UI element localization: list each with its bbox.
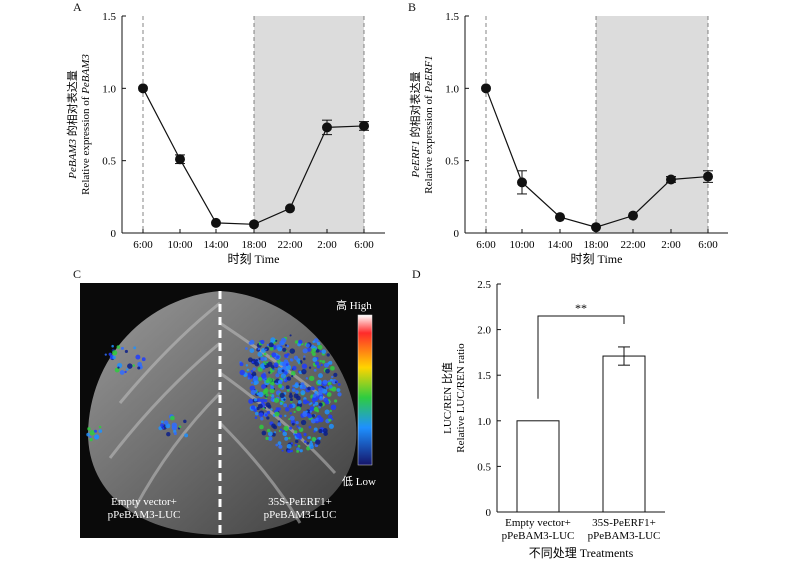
y-axis-label-cn: PeERF1 的相对表达量 <box>408 71 422 178</box>
left-spot-label-line2: pPeBAM3-LUC <box>107 509 181 521</box>
panel-letter-c: C <box>73 267 82 281</box>
data-point <box>249 219 259 230</box>
y-axis-label-cn: PeBAM3 的相对表达量 <box>65 70 79 179</box>
y-tick-label: 0 <box>111 228 117 240</box>
x-tick-label: 22:00 <box>277 239 303 251</box>
x-tick-label: 2:00 <box>317 239 337 251</box>
line-chart-b: 0 0.5 1.0 1.5 6:00 10:00 14:00 18:00 22:00 2:00 6:… <box>408 11 728 266</box>
x-tick-label: 6:00 <box>698 239 718 251</box>
x-axis-label: 时刻 Time <box>228 252 280 266</box>
x-tick-label: 6:00 <box>354 239 374 251</box>
data-point <box>517 177 527 188</box>
colorbar-high-label: 高 High <box>336 300 372 312</box>
x-tick-label: 10:00 <box>509 239 535 251</box>
y-axis-label-cn-text: 的相对表达量 <box>65 70 79 139</box>
right-spot-label-line2: pPeBAM3-LUC <box>263 509 337 521</box>
y-axis-label-en: Relative expression of PeERF1 <box>423 55 435 193</box>
y-axis-label-en-gene: PeBAM3 <box>80 54 92 95</box>
data-point <box>591 222 601 233</box>
data-point <box>666 174 676 185</box>
y-tick-label: 2.5 <box>477 279 491 291</box>
significance-bracket <box>537 315 625 399</box>
bar <box>602 355 646 513</box>
colorbar-low-label: 低 Low <box>342 476 376 488</box>
dark-period-shade <box>254 16 364 233</box>
luminescence-signal <box>86 334 342 454</box>
x-tick-label: 6:00 <box>133 239 153 251</box>
y-tick-label: 1.5 <box>445 11 459 23</box>
data-point <box>555 212 565 223</box>
data-point <box>322 122 332 133</box>
y-tick-label: 2.0 <box>477 325 491 337</box>
x-axis-label: 时刻 Time <box>571 252 623 266</box>
right-spot-label-line1: 35S-PeERF1+ <box>268 496 332 508</box>
colorbar <box>357 314 373 466</box>
panel-letter-a: A <box>73 0 82 14</box>
left-spot-label-line1: Empty vector+ <box>111 496 177 508</box>
data-point <box>285 203 295 214</box>
left-spot-label: Empty vector+ pPeBAM3-LUC <box>84 496 204 522</box>
x-axis-label: 不同处理 Treatments <box>529 546 634 560</box>
y-tick-label: 1.0 <box>445 83 459 95</box>
data-point <box>628 210 638 221</box>
y-axis-label-en: Relative LUC/REN ratio <box>455 343 467 453</box>
y-tick-label: 1.0 <box>102 83 116 95</box>
y-tick-label: 1.5 <box>477 370 491 382</box>
x-tick-label: 22:00 <box>620 239 646 251</box>
line-chart-a: 0 0.5 1.0 1.5 6:00 10:00 14:00 18:00 22:00 2:00 6:… <box>65 11 385 266</box>
x-tick-label: 2:00 <box>661 239 681 251</box>
y-axis-label-cn-text: 的相对表达量 <box>408 71 422 140</box>
y-tick-label: 0.5 <box>102 156 116 168</box>
x-tick-label: pPeBAM3-LUC <box>502 530 575 542</box>
bar <box>516 420 560 513</box>
x-tick-label: 10:00 <box>167 239 193 251</box>
x-tick-label: 18:00 <box>583 239 609 251</box>
data-point <box>211 217 221 228</box>
x-tick-label: 35S-PeERF1+ <box>592 517 656 529</box>
y-tick-label: 1.5 <box>102 11 116 23</box>
y-axis-label-en-gene: PeERF1 <box>423 55 435 93</box>
y-tick-label: 0 <box>454 228 460 240</box>
data-point <box>359 120 369 131</box>
luciferase-leaf-image: 高 High 低 Low Empty vector+ pPeBAM3-LUC 3… <box>80 283 398 538</box>
x-tick-label: pPeBAM3-LUC <box>588 530 661 542</box>
data-point <box>175 154 185 165</box>
y-axis-label-en-text: Relative expression of <box>80 94 92 195</box>
right-spot-label: 35S-PeERF1+ pPeBAM3-LUC <box>240 496 360 522</box>
x-tick-label: Empty vector+ <box>505 517 571 529</box>
significance-marker: ** <box>575 301 587 315</box>
leaf-illustration <box>86 291 373 535</box>
y-tick-label: 0.5 <box>477 461 491 473</box>
panel-letter-d: D <box>412 267 421 281</box>
panel-letter-b: B <box>408 0 417 14</box>
x-tick-label: 18:00 <box>241 239 267 251</box>
x-tick-label: 14:00 <box>203 239 229 251</box>
y-axis-label-gene: PeERF1 <box>410 140 422 178</box>
data-point <box>703 171 713 182</box>
y-axis-label-en: Relative expression of PeBAM3 <box>80 54 92 195</box>
y-tick-label: 1.0 <box>477 416 491 428</box>
y-axis-label-cn: LUC/REN 比值 <box>441 362 454 434</box>
data-point <box>481 83 491 94</box>
y-tick-label: 0 <box>486 507 492 519</box>
x-tick-label: 14:00 <box>547 239 573 251</box>
y-axis-label-en-text: Relative expression of <box>423 93 435 194</box>
data-point <box>138 83 148 94</box>
y-tick-label: 0.5 <box>445 156 459 168</box>
x-tick-label: 6:00 <box>476 239 496 251</box>
dark-period-shade <box>596 16 708 233</box>
y-axis-label-gene: PeBAM3 <box>67 139 79 180</box>
